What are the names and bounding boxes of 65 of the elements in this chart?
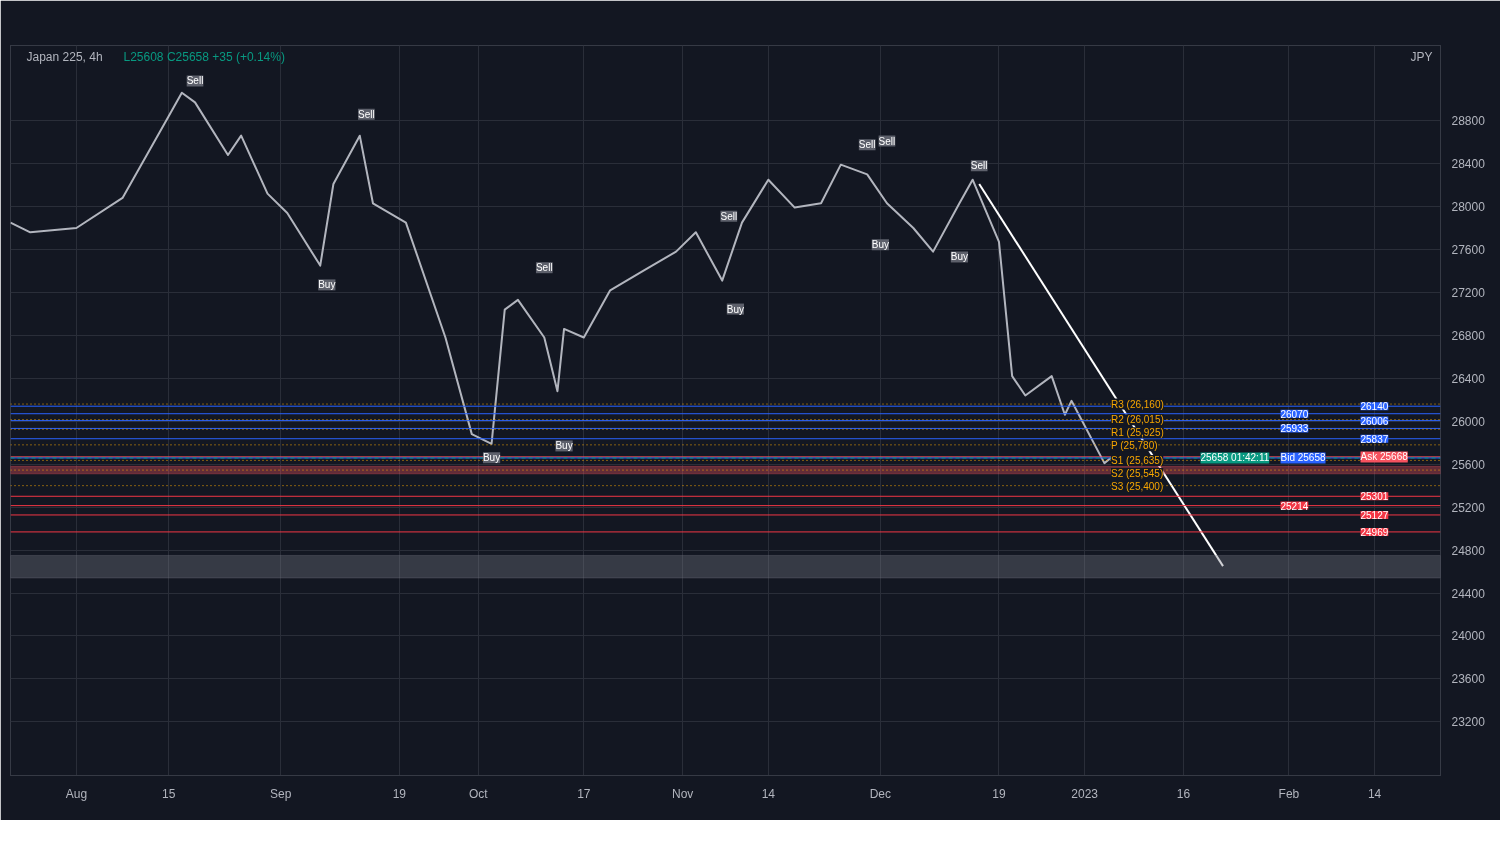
y-axis-title: JPY: [1410, 49, 1433, 64]
ref-line-label: 26006: [1360, 415, 1389, 427]
ref-line-label: 25127: [1360, 509, 1389, 521]
y-tick-label: 24000: [1451, 629, 1486, 644]
annotation: Sell: [858, 139, 876, 151]
ref-line-label: 25837: [1360, 433, 1389, 445]
x-tick-label: Oct: [469, 786, 489, 801]
annotation: Sell: [535, 262, 553, 274]
x-tick-label: 16: [1176, 786, 1191, 801]
y-tick-label: 23600: [1451, 672, 1486, 687]
x-tick-label: Feb: [1278, 786, 1300, 801]
x-tick-label: 15: [161, 786, 176, 801]
line-series: [10, 91, 1113, 465]
x-tick-label: Aug: [65, 786, 88, 801]
y-tick-label: 28000: [1451, 200, 1486, 215]
annotation: Buy: [555, 440, 573, 452]
ref-line-label: 26140: [1360, 401, 1389, 413]
x-tick-label: Sep: [270, 786, 292, 801]
x-tick-label: 17: [577, 786, 591, 801]
ref-line-label: 25214: [1280, 500, 1309, 512]
x-tick-label: 19: [992, 786, 1006, 801]
annotation: Buy: [318, 279, 336, 291]
annotation: Buy: [482, 452, 501, 464]
ref-line-label: Ask 25668: [1360, 451, 1409, 463]
ref-line-label: 25933: [1280, 423, 1309, 435]
y-tick-label: 25600: [1451, 457, 1486, 472]
annotation: Sell: [878, 135, 896, 147]
x-tick-label: 19: [392, 786, 407, 801]
ref-line-label: S2 (25,545): [1111, 467, 1164, 479]
ref-line-label: R3 (26,160): [1111, 398, 1164, 410]
ref-line-label: S3 (25,400): [1111, 480, 1164, 492]
annotation: L25608 C25658 +35 (+0.14%): [123, 49, 285, 64]
x-tick-label: 14: [1367, 786, 1382, 801]
annotation: Buy: [950, 251, 969, 263]
chart-title: Japan 225, 4h: [26, 49, 103, 64]
x-tick-label: Nov: [672, 786, 694, 801]
annotation: Sell: [720, 210, 738, 222]
ref-line-label: R1 (25,925): [1111, 427, 1164, 439]
y-tick-label: 23200: [1451, 715, 1486, 730]
x-tick-label: 14: [761, 786, 776, 801]
ref-line-label: 25658 01:42:11: [1200, 452, 1270, 464]
annotation: Sell: [358, 108, 375, 120]
ref-line-label: S1 (25,635): [1111, 454, 1164, 466]
ref-line-label: 25301: [1360, 491, 1389, 503]
annotation: Sell: [186, 75, 204, 87]
y-tick-label: 27200: [1451, 285, 1486, 300]
ref-line-label: 24969: [1360, 526, 1389, 538]
ref-line-label: 26070: [1280, 408, 1309, 420]
annotation: Sell: [970, 160, 988, 172]
ref-line-label: P (25,780): [1111, 440, 1158, 452]
ref-line-label: R2 (26,015): [1111, 414, 1164, 426]
x-tick-label: 2023: [1071, 786, 1099, 801]
annotation: Buy: [726, 303, 744, 315]
y-tick-label: 26400: [1451, 371, 1486, 386]
y-tick-label: 27600: [1451, 242, 1486, 257]
annotation: Buy: [871, 239, 889, 251]
ref-line-label: Bid 25658: [1280, 452, 1326, 464]
x-tick-label: Dec: [869, 786, 892, 801]
y-tick-label: 26000: [1451, 414, 1486, 429]
y-tick-label: 24800: [1451, 543, 1486, 558]
y-tick-label: 24400: [1451, 586, 1486, 601]
y-tick-label: 28800: [1451, 114, 1486, 129]
y-tick-label: 28400: [1451, 157, 1486, 172]
y-tick-label: 26800: [1451, 328, 1486, 343]
y-tick-label: 25200: [1451, 500, 1486, 515]
